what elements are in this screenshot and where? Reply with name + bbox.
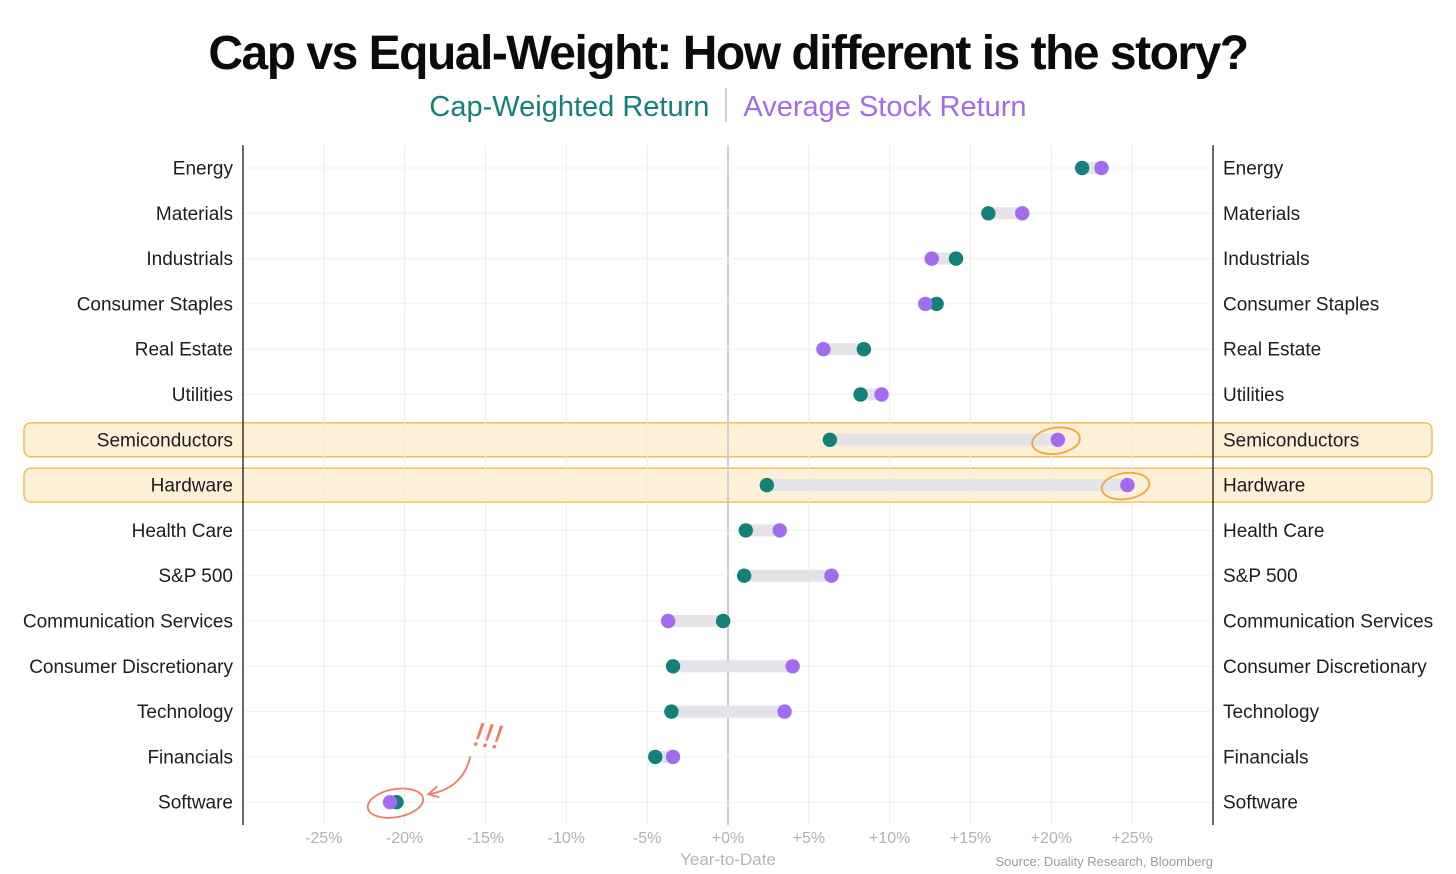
cap-weighted-dot-materials bbox=[981, 206, 996, 221]
average-stock-dot-consumer-discretionary bbox=[785, 659, 800, 674]
cap-weighted-dot-technology bbox=[664, 704, 679, 719]
x-tick-label: +5% bbox=[793, 830, 825, 847]
cap-weighted-dot-energy bbox=[1074, 160, 1090, 176]
range-bar-semiconductors bbox=[829, 433, 1058, 446]
range-bar-technology bbox=[671, 705, 785, 718]
average-stock-dot-sandp-500 bbox=[824, 568, 839, 583]
legend: Cap-Weighted Return Average Stock Return bbox=[0, 88, 1456, 124]
average-stock-dot-technology bbox=[777, 704, 792, 719]
source-note: Source: Duality Research, Bloomberg bbox=[995, 854, 1214, 869]
cap-weighted-dot-sandp-500 bbox=[736, 568, 752, 583]
cap-weighted-dot-health-care bbox=[738, 523, 753, 538]
highlight-ring-hardware bbox=[1100, 471, 1151, 501]
category-label-left-health-care: Health Care bbox=[132, 521, 233, 542]
category-label-right-consumer-staples: Consumer Staples bbox=[1223, 294, 1379, 315]
category-label-right-energy: Energy bbox=[1223, 159, 1284, 180]
cap-weighted-dot-real-estate bbox=[856, 342, 872, 357]
x-tick-label: -20% bbox=[386, 830, 423, 847]
average-stock-dot-hardware bbox=[1120, 477, 1135, 493]
category-label-left-energy: Energy bbox=[173, 159, 234, 180]
x-tick-label: +20% bbox=[1031, 830, 1072, 847]
chart-title: Cap vs Equal-Weight: How different is th… bbox=[208, 27, 1249, 80]
range-bar-health-care bbox=[745, 524, 780, 537]
highlight-ring-semiconductors bbox=[1031, 426, 1081, 455]
category-label-left-semiconductors: Semiconductors bbox=[97, 430, 233, 451]
cap-weighted-dot-utilities bbox=[853, 387, 868, 402]
average-stock-dot-software bbox=[382, 795, 398, 810]
category-label-right-technology: Technology bbox=[1223, 702, 1320, 723]
category-label-right-sandp-500: S&P 500 bbox=[1223, 566, 1298, 587]
category-label-left-consumer-discretionary: Consumer Discretionary bbox=[29, 657, 233, 678]
category-label-right-hardware: Hardware bbox=[1223, 476, 1305, 497]
average-stock-dot-financials bbox=[665, 749, 681, 765]
x-tick-label: +25% bbox=[1112, 830, 1153, 847]
category-label-right-communication-services: Communication Services bbox=[1223, 612, 1433, 633]
category-label-left-utilities: Utilities bbox=[172, 385, 233, 406]
x-tick-label: +10% bbox=[869, 830, 910, 847]
average-stock-dot-consumer-staples bbox=[918, 296, 933, 312]
x-tick-label: +15% bbox=[950, 830, 991, 847]
cap-weighted-dot-semiconductors bbox=[822, 432, 838, 447]
x-tick-label: -5% bbox=[633, 830, 661, 847]
average-stock-dot-real-estate bbox=[816, 342, 831, 357]
range-bar-sandp-500 bbox=[744, 569, 832, 582]
category-label-left-industrials: Industrials bbox=[146, 249, 233, 270]
category-label-right-consumer-discretionary: Consumer Discretionary bbox=[1223, 657, 1427, 678]
x-tick-label: -10% bbox=[548, 830, 585, 847]
average-stock-dot-energy bbox=[1094, 160, 1109, 176]
range-bar-hardware bbox=[766, 479, 1128, 492]
exclamation-annotation: !!! bbox=[471, 716, 505, 758]
cap-weighted-dot-consumer-staples bbox=[929, 296, 944, 312]
category-label-right-materials: Materials bbox=[1223, 204, 1300, 225]
category-label-left-sandp-500: S&P 500 bbox=[158, 566, 233, 587]
category-label-left-materials: Materials bbox=[156, 204, 233, 225]
cap-weighted-dot-hardware bbox=[759, 477, 775, 493]
annotation-arrowhead bbox=[426, 785, 440, 799]
average-stock-dot-communication-services bbox=[660, 613, 676, 629]
x-axis-label: Year-to-Date bbox=[680, 850, 776, 869]
x-tick-label: +0% bbox=[712, 830, 744, 847]
cap-weighted-dot-consumer-discretionary bbox=[665, 659, 681, 674]
software-ring bbox=[366, 787, 425, 819]
category-label-right-software: Software bbox=[1223, 793, 1298, 814]
category-label-left-financials: Financials bbox=[147, 747, 233, 768]
average-stock-dot-industrials bbox=[924, 251, 939, 266]
range-bar-materials bbox=[988, 207, 1023, 220]
range-bar-real-estate bbox=[823, 343, 864, 356]
category-label-right-industrials: Industrials bbox=[1223, 249, 1310, 270]
legend-average-stock: Average Stock Return bbox=[743, 91, 1027, 123]
category-label-left-real-estate: Real Estate bbox=[135, 340, 233, 361]
average-stock-dot-utilities bbox=[874, 387, 889, 402]
category-label-left-consumer-staples: Consumer Staples bbox=[77, 294, 233, 315]
category-label-left-software: Software bbox=[158, 793, 233, 814]
category-label-right-semiconductors: Semiconductors bbox=[1223, 430, 1359, 451]
x-tick-label: -25% bbox=[305, 830, 342, 847]
category-label-right-health-care: Health Care bbox=[1223, 521, 1324, 542]
range-bar-communication-services bbox=[668, 615, 724, 627]
category-label-right-utilities: Utilities bbox=[1223, 385, 1284, 406]
category-label-left-hardware: Hardware bbox=[151, 476, 233, 497]
legend-divider bbox=[725, 88, 728, 122]
average-stock-dot-materials bbox=[1015, 206, 1030, 221]
category-label-right-financials: Financials bbox=[1223, 747, 1309, 768]
cap-weighted-dot-financials bbox=[648, 749, 663, 765]
category-label-left-communication-services: Communication Services bbox=[23, 612, 233, 633]
average-stock-dot-health-care bbox=[772, 523, 787, 538]
category-label-left-technology: Technology bbox=[137, 702, 234, 723]
x-tick-label: -15% bbox=[467, 830, 504, 847]
cap-weighted-dot-industrials bbox=[948, 251, 964, 266]
category-label-right-real-estate: Real Estate bbox=[1223, 340, 1321, 361]
cap-weighted-dot-communication-services bbox=[715, 613, 731, 629]
annotation-arrow bbox=[429, 756, 472, 796]
range-bar-consumer-discretionary bbox=[673, 660, 793, 673]
legend-cap-weighted: Cap-Weighted Return bbox=[429, 91, 710, 123]
average-stock-dot-semiconductors bbox=[1050, 432, 1066, 447]
